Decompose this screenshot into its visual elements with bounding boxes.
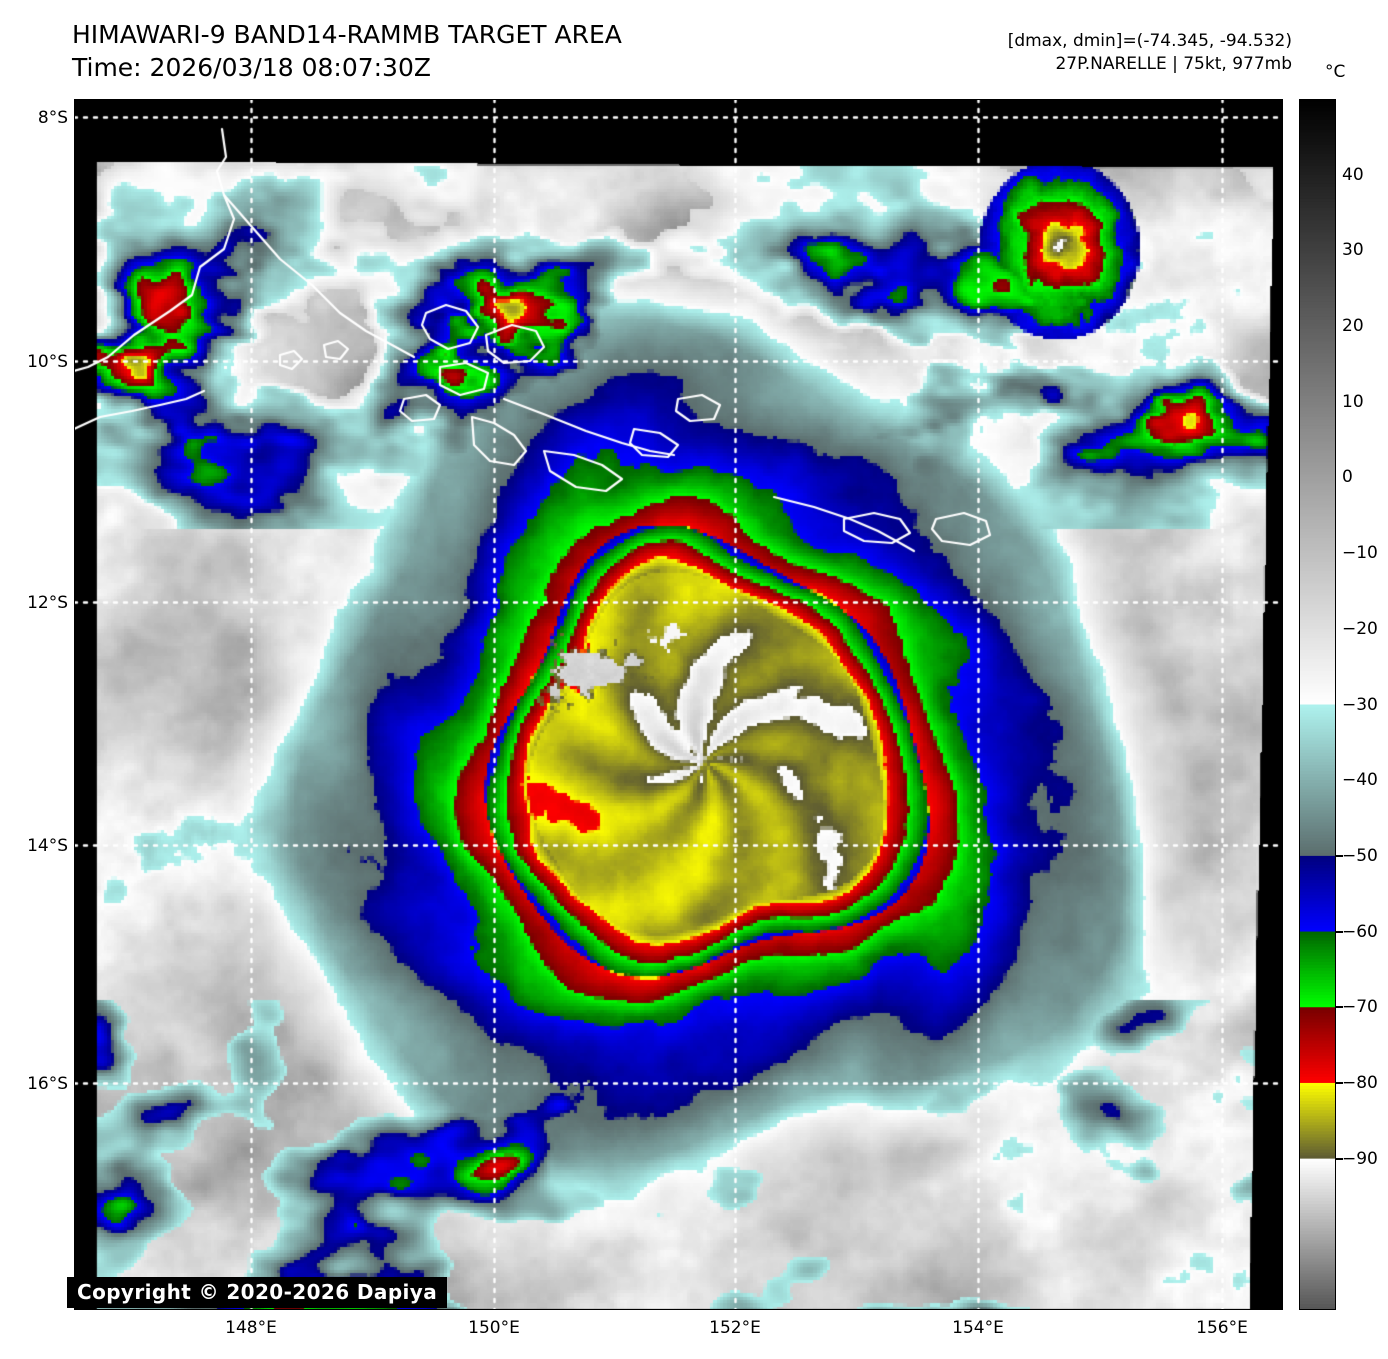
colorbar-tickmark--80 bbox=[1336, 1081, 1343, 1084]
colorbar-tickmark--60 bbox=[1336, 930, 1343, 933]
title-block: HIMAWARI-9 BAND14-RAMMB TARGET AREA Time… bbox=[72, 18, 622, 84]
copyright-notice: Copyright © 2020-2026 Dapiya bbox=[67, 1277, 448, 1308]
colorbar-tick-40: 40 bbox=[1342, 164, 1364, 185]
temperature-colorbar[interactable] bbox=[1299, 99, 1336, 1310]
colorbar-tick--10: −10 bbox=[1342, 543, 1378, 564]
lon-tick-4: 156°E bbox=[1196, 1318, 1248, 1338]
lat-tick-3: 14°S bbox=[27, 836, 68, 856]
colorbar-tick--40: −40 bbox=[1342, 770, 1378, 791]
colorbar-tick--30: −30 bbox=[1342, 694, 1378, 715]
ir-satellite-plot[interactable] bbox=[74, 99, 1283, 1310]
lat-tick-1: 10°S bbox=[27, 352, 68, 372]
colorbar-unit-label: °C bbox=[1325, 62, 1346, 82]
plot-border bbox=[74, 99, 1283, 1310]
lon-tick-3: 154°E bbox=[952, 1318, 1004, 1338]
lat-tick-4: 16°S bbox=[27, 1074, 68, 1094]
lon-tick-2: 152°E bbox=[709, 1318, 761, 1338]
colorbar-tick-20: 20 bbox=[1342, 316, 1364, 337]
colorbar-tick--50: −50 bbox=[1342, 845, 1378, 866]
timestamp: Time: 2026/03/18 08:07:30Z bbox=[72, 53, 431, 82]
lat-tick-2: 12°S bbox=[27, 593, 68, 613]
metadata-block: [dmax, dmin]=(-74.345, -94.532) 27P.NARE… bbox=[1008, 30, 1292, 76]
colorbar-tick-30: 30 bbox=[1342, 240, 1364, 261]
colorbar-tick--70: −70 bbox=[1342, 997, 1378, 1018]
lat-tick-0: 8°S bbox=[37, 108, 68, 128]
dminmax-readout: [dmax, dmin]=(-74.345, -94.532) bbox=[1007, 31, 1292, 51]
colorbar-tickmark--90 bbox=[1336, 1157, 1343, 1160]
colorbar-tick-0: 0 bbox=[1342, 467, 1353, 488]
colorbar-tick--20: −20 bbox=[1342, 618, 1378, 639]
ir-imagery-canvas bbox=[74, 99, 1283, 1310]
colorbar-tickmark--70 bbox=[1336, 1006, 1343, 1009]
lon-tick-1: 150°E bbox=[468, 1318, 520, 1338]
page-title: HIMAWARI-9 BAND14-RAMMB TARGET AREA bbox=[72, 20, 622, 49]
colorbar-tickmark--50 bbox=[1336, 854, 1343, 857]
colorbar-tick-10: 10 bbox=[1342, 391, 1364, 412]
colorbar-gradient bbox=[1299, 99, 1336, 1310]
colorbar-tick--90: −90 bbox=[1342, 1148, 1378, 1169]
lon-tick-0: 148°E bbox=[225, 1318, 277, 1338]
storm-readout: 27P.NARELLE | 75kt, 977mb bbox=[1055, 54, 1292, 74]
ir-brightness-temperature-raster bbox=[74, 99, 1283, 1310]
colorbar-tick--80: −80 bbox=[1342, 1072, 1378, 1093]
colorbar-tick--60: −60 bbox=[1342, 921, 1378, 942]
